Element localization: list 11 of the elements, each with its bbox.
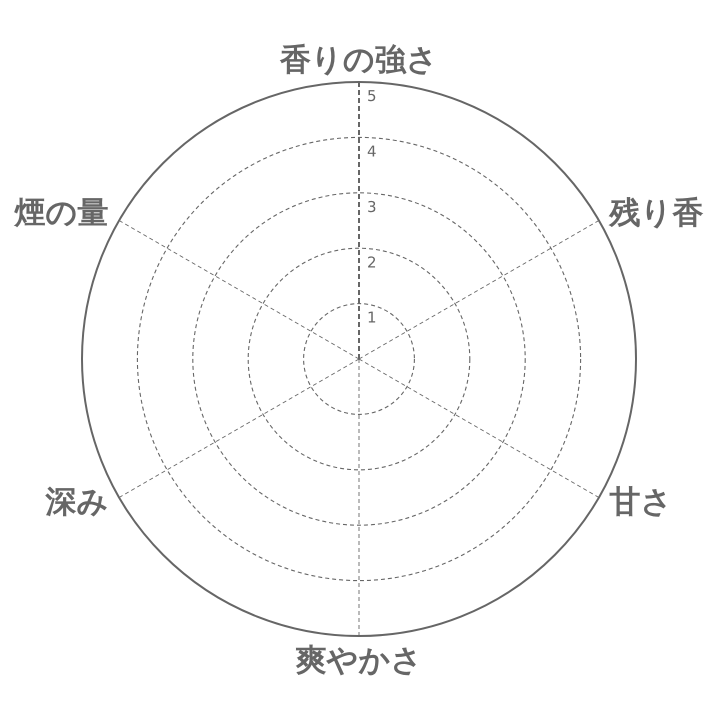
spoke-label: 深み: [44, 484, 109, 520]
y-tick-label: 4: [367, 142, 377, 161]
y-tick-label: 5: [367, 87, 377, 106]
spoke-label: 甘さ: [608, 484, 672, 520]
spoke-label: 爽やかさ: [296, 642, 422, 678]
y-tick-label: 2: [367, 253, 377, 272]
y-tick-label: 3: [367, 198, 377, 216]
spoke-label: 香りの強さ: [279, 42, 438, 78]
spoke-label: 残り香: [607, 194, 704, 231]
spoke-label: 煙の量: [14, 194, 109, 231]
y-tick-label: 1: [367, 308, 377, 327]
